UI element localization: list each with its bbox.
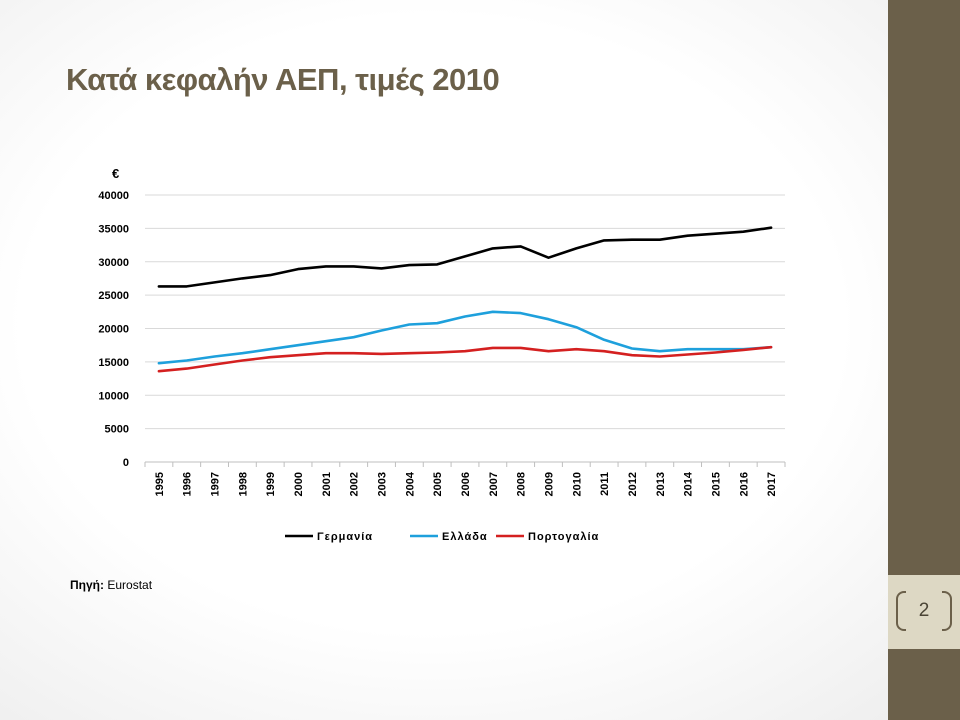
page-title: Κατά κεφαλήν ΑΕΠ, τιμές 2010 — [66, 62, 500, 97]
x-tick-label: 2007 — [488, 472, 500, 496]
legend-label: Ελλάδα — [442, 531, 488, 543]
y-tick-label: 10000 — [98, 390, 129, 402]
y-tick-label: 35000 — [98, 223, 129, 235]
legend-label: Γερμανία — [317, 531, 373, 543]
x-tick-label: 2002 — [349, 472, 361, 496]
x-tick-label: 2000 — [293, 472, 305, 496]
y-axis-label: € — [112, 166, 119, 181]
x-tick-label: 2005 — [432, 472, 444, 496]
x-tick-label: 1997 — [210, 472, 222, 496]
series-line — [157, 310, 773, 365]
source-note: Πηγή: Eurostat — [70, 578, 152, 592]
x-tick-label: 2015 — [710, 472, 722, 496]
y-tick-label: 0 — [123, 457, 129, 469]
x-tick-label: 2017 — [766, 472, 778, 496]
x-tick-label: 1996 — [182, 472, 194, 496]
x-tick-label: 2003 — [377, 472, 389, 496]
y-tick-label: 15000 — [98, 357, 129, 369]
bracket-left — [896, 591, 906, 631]
x-tick-label: 2009 — [543, 472, 555, 496]
x-tick-label: 2011 — [599, 472, 611, 496]
source-label: Πηγή: — [70, 578, 104, 592]
x-tick-label: 1998 — [237, 472, 249, 496]
x-tick-label: 2013 — [655, 472, 667, 496]
y-tick-label: 30000 — [98, 257, 129, 269]
y-tick-label: 5000 — [105, 424, 129, 436]
x-tick-label: 1995 — [154, 472, 166, 496]
series-line — [157, 345, 773, 373]
x-tick-label: 2004 — [404, 471, 416, 496]
bracket-right — [942, 591, 952, 631]
x-tick-label: 2016 — [738, 472, 750, 496]
legend-label: Πορτογαλία — [528, 531, 599, 543]
slide: Κατά κεφαλήν ΑΕΠ, τιμές 2010 € 0 5000 1000… — [66, 62, 786, 592]
x-tick-label: 2008 — [516, 472, 528, 496]
y-tick-label: 40000 — [98, 190, 129, 202]
page-number: 2 — [918, 600, 930, 621]
line-chart: € 0 5000 10000 15000 20000 25000 30000 35000 400… — [98, 166, 786, 543]
page-number-box: 2 — [888, 575, 960, 649]
x-tick-label: 2014 — [683, 471, 695, 496]
x-tick-label: 1999 — [265, 472, 277, 496]
series-line — [157, 226, 773, 288]
x-tick-label: 2001 — [321, 472, 333, 496]
y-tick-label: 25000 — [98, 290, 129, 302]
y-tick-label: 20000 — [98, 324, 129, 336]
source-value: Eurostat — [107, 578, 153, 592]
x-tick-label: 2012 — [627, 472, 639, 496]
x-tick-label: 2010 — [571, 472, 583, 496]
x-tick-label: 2006 — [460, 472, 472, 496]
